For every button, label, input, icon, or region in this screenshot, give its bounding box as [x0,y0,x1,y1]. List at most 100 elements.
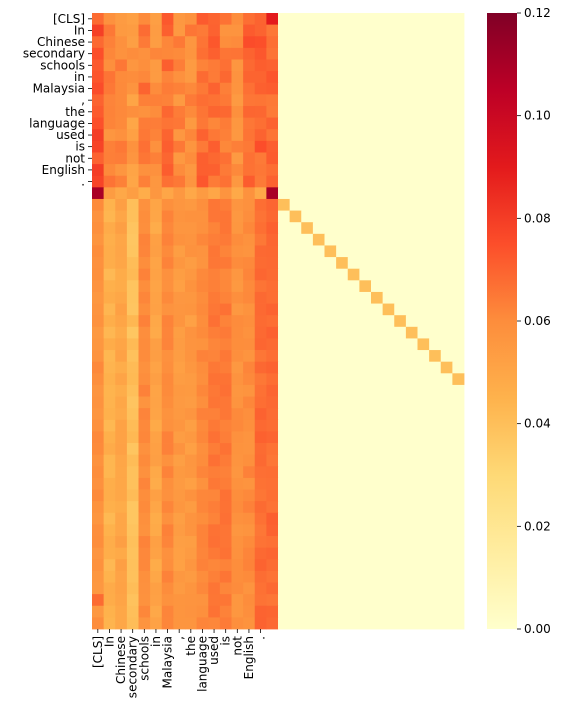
heatmap-cell [405,373,418,386]
heatmap-cell [312,117,325,130]
heatmap-cell [150,164,163,177]
heatmap-cell [312,501,325,514]
heatmap-cell [173,582,186,595]
heatmap-cell [452,13,465,26]
heatmap-cell [324,536,337,549]
heatmap-cell [324,384,337,397]
heatmap-cell [208,210,221,223]
heatmap-cell [231,466,244,479]
heatmap-cell [336,257,349,270]
heatmap-cell [347,489,360,502]
heatmap-cell [336,443,349,456]
heatmap-cell [394,303,407,316]
heatmap-cell [301,210,314,223]
heatmap-cell [324,315,337,328]
heatmap-cell [161,257,174,270]
heatmap-cell [231,198,244,211]
heatmap-cell [150,36,163,49]
heatmap-cell [115,175,128,188]
heatmap-cell [138,384,151,397]
heatmap-cell [196,117,209,130]
heatmap-cell [243,245,256,258]
heatmap-cell [243,582,256,595]
heatmap-cell [243,175,256,188]
heatmap-cell [231,140,244,153]
heatmap-cell [161,94,174,107]
heatmap-cell [324,570,337,583]
heatmap-cell [312,233,325,246]
heatmap-cell [196,94,209,107]
heatmap-cell [196,559,209,572]
heatmap-cell [382,617,395,630]
heatmap-cell [150,187,163,200]
heatmap-cell [126,605,139,618]
heatmap-cell [417,582,430,595]
heatmap-cell [452,350,465,363]
heatmap-cell [440,431,453,444]
heatmap-cell [405,477,418,490]
heatmap-cell [312,408,325,421]
heatmap-cell [382,210,395,223]
heatmap-cell [417,187,430,200]
heatmap-cell [452,47,465,60]
heatmap-cell [243,129,256,142]
heatmap-cell [394,373,407,386]
heatmap-cell [266,24,279,37]
heatmap-cell [208,59,221,72]
heatmap-cell [115,257,128,270]
heatmap-cell [347,198,360,211]
heatmap-cell [92,524,105,537]
heatmap-cell [301,384,314,397]
heatmap-cell [278,303,291,316]
heatmap-cell [185,117,198,130]
heatmap-cell [231,338,244,351]
heatmap-cell [278,175,291,188]
heatmap-cell [161,24,174,37]
heatmap-cell [266,477,279,490]
heatmap-cell [324,187,337,200]
heatmap-cell [196,36,209,49]
heatmap-cell [394,408,407,421]
heatmap-cell [278,47,291,60]
heatmap-cell [417,431,430,444]
heatmap-cell [371,140,384,153]
heatmap-cell [359,477,372,490]
heatmap-cell [371,175,384,188]
heatmap-cell [150,140,163,153]
heatmap-cell [371,617,384,630]
heatmap-cell [429,524,442,537]
heatmap-cell [185,605,198,618]
heatmap-cell [266,594,279,607]
heatmap-cell [394,605,407,618]
heatmap-cell [126,303,139,316]
heatmap-cell [440,24,453,37]
heatmap-cell [429,338,442,351]
heatmap-cell [336,280,349,293]
heatmap-cell [161,326,174,339]
heatmap-cell [266,454,279,467]
heatmap-cell [208,408,221,421]
heatmap-cell [185,175,198,188]
heatmap-cell [161,570,174,583]
heatmap-cell [452,71,465,84]
heatmap-cell [208,594,221,607]
heatmap-cell [173,233,186,246]
heatmap-cell [429,82,442,95]
heatmap-cell [161,315,174,328]
heatmap-cell [138,443,151,456]
y-tick-label: secondary [23,47,85,61]
heatmap-cell [92,443,105,456]
heatmap-cell [219,443,232,456]
heatmap-cell [150,198,163,211]
heatmap-cell [429,536,442,549]
heatmap-cell [243,384,256,397]
heatmap-cell [301,477,314,490]
heatmap-cell [92,338,105,351]
heatmap-cell [359,140,372,153]
heatmap-cell [324,512,337,525]
heatmap-cell [394,36,407,49]
heatmap-cell [150,524,163,537]
heatmap-cell [103,338,116,351]
heatmap-cell [429,233,442,246]
heatmap-cell [231,536,244,549]
